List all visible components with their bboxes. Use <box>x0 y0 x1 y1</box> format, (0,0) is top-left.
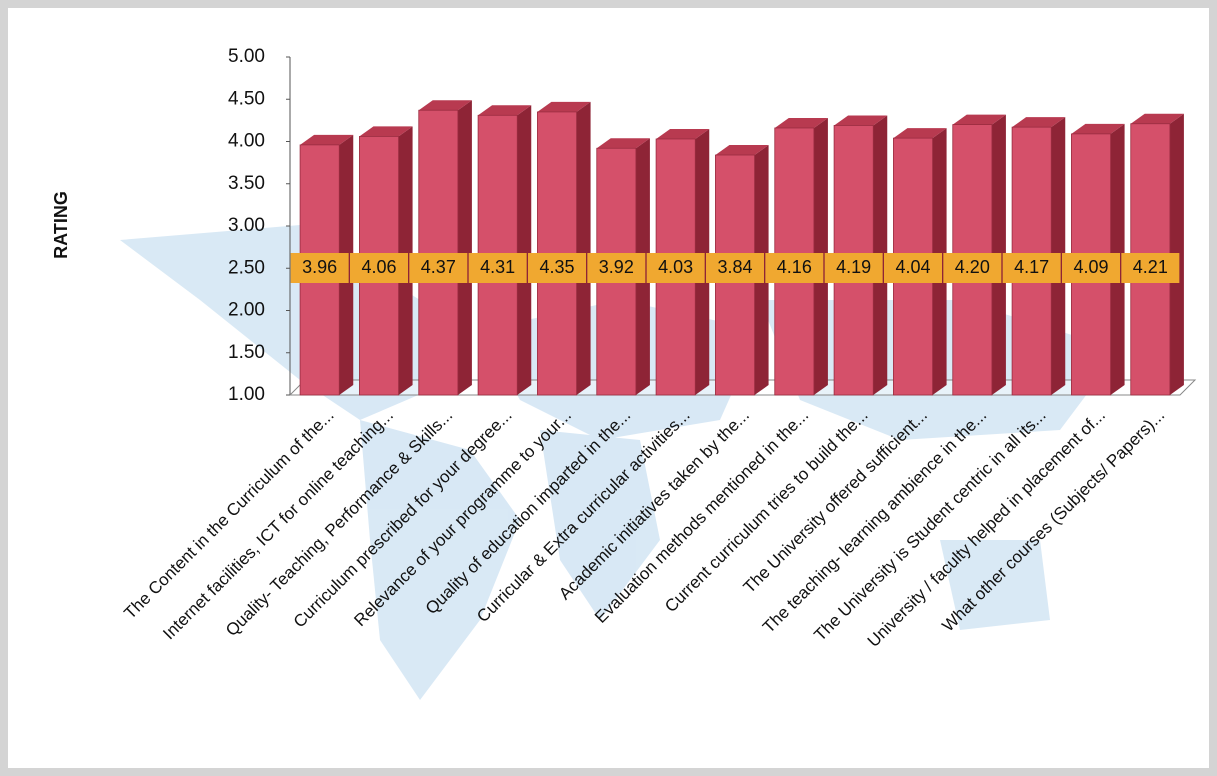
value-label: 4.04 <box>895 257 930 277</box>
y-axis-title: RATING <box>51 191 71 259</box>
bar-top <box>596 138 650 149</box>
bar-side <box>576 101 591 396</box>
bar-top <box>774 117 828 128</box>
value-label: 3.92 <box>599 257 634 277</box>
value-label-box <box>706 253 764 283</box>
bar-top <box>418 100 472 111</box>
bar-top <box>893 128 947 139</box>
bar-top <box>1130 113 1184 124</box>
bar-top <box>1012 117 1066 128</box>
value-label-box <box>1002 253 1061 283</box>
bar-top <box>478 105 532 116</box>
value-label: 4.16 <box>777 257 812 277</box>
value-label: 4.37 <box>421 257 456 277</box>
value-label-box <box>290 253 349 283</box>
value-label-box <box>765 253 824 283</box>
value-label-box <box>884 253 942 283</box>
value-label-box <box>1062 253 1120 283</box>
value-label: 4.21 <box>1133 257 1168 277</box>
value-label-box <box>350 253 408 283</box>
y-tick-label: 5.00 <box>228 46 265 67</box>
bar-top <box>834 115 888 126</box>
bar-top <box>952 114 1006 125</box>
y-tick-label: 1.50 <box>228 342 265 363</box>
value-label-box <box>1121 253 1180 283</box>
bar-top <box>359 126 413 137</box>
value-label: 3.84 <box>717 257 752 277</box>
value-label: 4.06 <box>361 257 396 277</box>
y-tick-label: 2.00 <box>228 300 265 321</box>
value-label: 4.17 <box>1014 257 1049 277</box>
value-label-box <box>943 253 1002 283</box>
bar-top <box>715 145 769 156</box>
value-label-box <box>587 253 646 283</box>
bar-side <box>517 105 532 396</box>
value-label: 4.35 <box>539 257 574 277</box>
value-label-box <box>646 253 705 283</box>
bar <box>418 109 459 396</box>
y-tick-label: 1.00 <box>228 384 265 405</box>
bar-top <box>1071 123 1125 134</box>
y-tick-label: 3.50 <box>228 173 265 194</box>
y-tick-label: 4.00 <box>228 131 265 152</box>
value-label: 4.20 <box>955 257 990 277</box>
value-label-box <box>528 253 586 283</box>
bar-side <box>457 100 472 396</box>
y-tick-label: 2.50 <box>228 257 265 278</box>
value-label: 4.09 <box>1073 257 1108 277</box>
value-label-box <box>468 253 527 283</box>
y-tick-label: 3.00 <box>228 215 265 236</box>
value-label: 4.31 <box>480 257 515 277</box>
value-label: 4.03 <box>658 257 693 277</box>
bar-top <box>537 101 591 112</box>
value-label-box <box>824 253 883 283</box>
bar-top <box>300 134 354 145</box>
bar-top <box>656 128 710 139</box>
y-tick-label: 4.50 <box>228 88 265 109</box>
value-label: 3.96 <box>302 257 337 277</box>
value-label-box <box>409 253 468 283</box>
value-label: 4.19 <box>836 257 871 277</box>
